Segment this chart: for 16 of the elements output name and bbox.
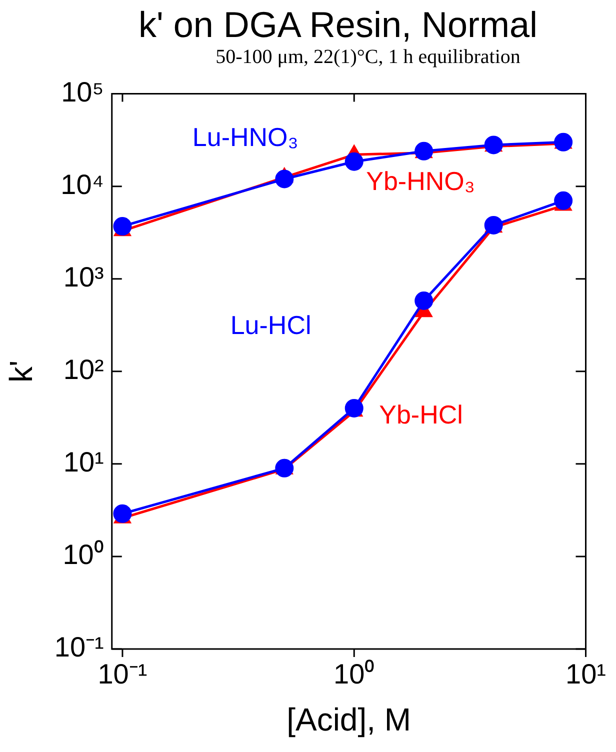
series-label: Yb-HNO₃ xyxy=(366,166,475,196)
y-tick-label: 10⁰ xyxy=(62,539,104,570)
chart-title: k' on DGA Resin, Normal xyxy=(137,4,538,46)
y-tick-label: 10⁴ xyxy=(60,169,104,200)
y-tick-label: 10² xyxy=(63,354,104,386)
series-label: Lu-HNO₃ xyxy=(192,122,298,152)
chart-subtitle: 50-100 μm, 22(1)°C, 1 h equilibration xyxy=(214,46,522,69)
x-axis-title: [Acid], M xyxy=(286,702,412,738)
series-label: Yb-HCl xyxy=(379,400,463,430)
y-tick-label: 10³ xyxy=(63,262,104,293)
text: Lu-HCl xyxy=(230,310,312,340)
y-tick-label: 10¹ xyxy=(63,446,104,478)
y-tick-label: 10⁵ xyxy=(61,76,104,108)
x-tick-label: 10⁰ xyxy=(334,658,375,690)
y-axis-title: k' xyxy=(3,360,40,382)
x-tick-label: 10¹ xyxy=(566,658,606,690)
